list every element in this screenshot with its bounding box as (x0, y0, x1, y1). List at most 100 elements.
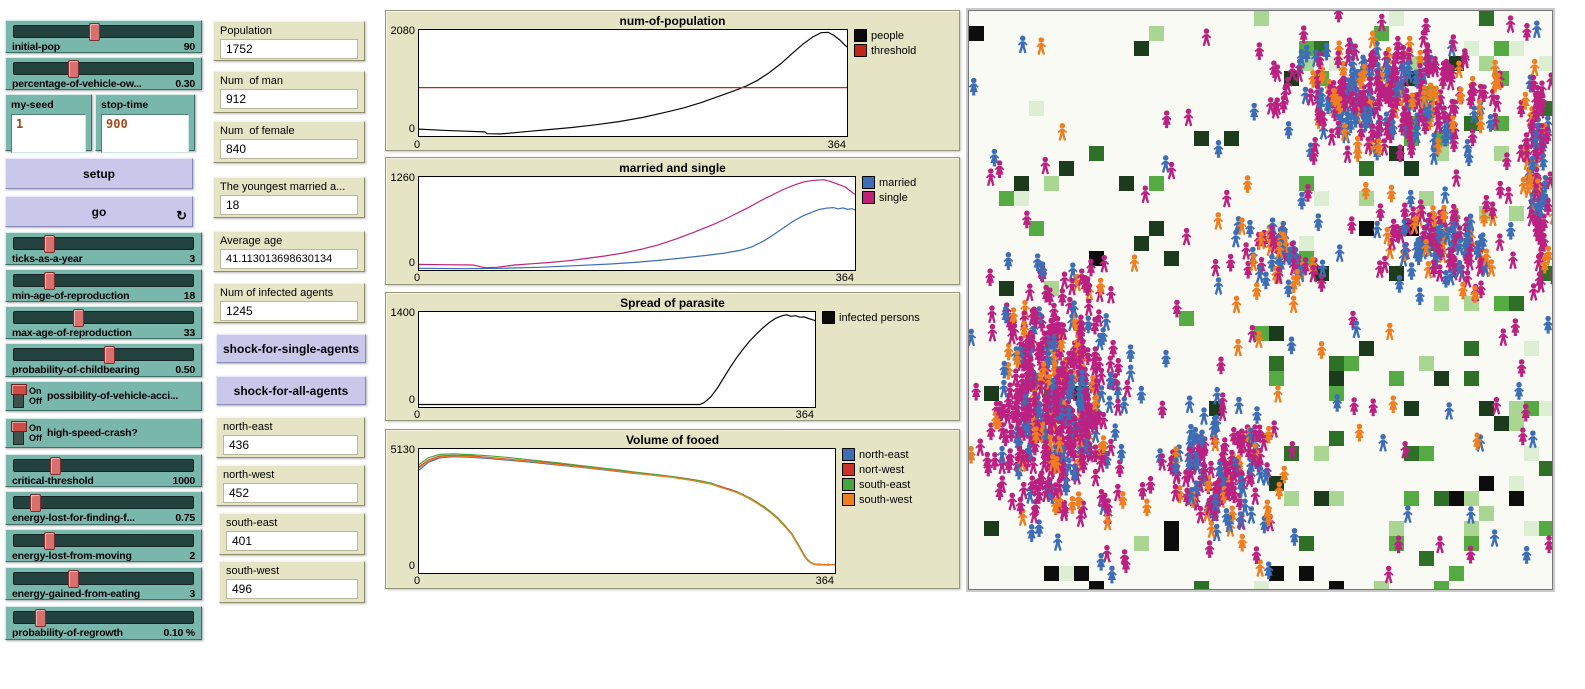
setup-button-label: setup (83, 167, 115, 181)
slider-track[interactable] (13, 346, 194, 364)
person-agent (968, 77, 979, 96)
go-button[interactable]: go ↻ (5, 196, 193, 227)
slider-initial-pop[interactable]: initial-pop 90 (5, 20, 202, 53)
input-value-field[interactable]: 1 (11, 114, 86, 153)
slider-energy-lost-from-moving[interactable]: energy-lost-from-moving 2 (5, 529, 202, 562)
patch (1539, 461, 1554, 476)
patch (1269, 371, 1284, 386)
slider-thumb[interactable] (44, 235, 56, 253)
patch (1539, 401, 1554, 416)
patch (999, 191, 1014, 206)
switch-lever[interactable] (11, 421, 27, 445)
slider-max-age-of-reproduction[interactable]: max-age-of-reproduction 33 (5, 306, 202, 339)
slider-track[interactable] (13, 309, 194, 327)
slider-thumb[interactable] (35, 609, 47, 627)
slider-ticks-as-a-year[interactable]: ticks-as-a-year 3 (5, 232, 202, 265)
monitor-label: Num of infected agents (220, 287, 358, 299)
shock-for-single-agents-button[interactable]: shock-for-single-agents (216, 334, 366, 363)
shock-for-all-agents-button[interactable]: shock-for-all-agents (216, 376, 366, 405)
switch-knob[interactable] (11, 384, 27, 395)
slider-thumb[interactable] (103, 346, 115, 364)
person-agent (1116, 443, 1127, 462)
person-agent (1140, 185, 1151, 204)
patch (1494, 296, 1509, 311)
slider-percentage-of-vehicle-owners[interactable]: percentage-of-vehicle-ow... 0.30 (5, 57, 202, 90)
x-axis-min-label: 0 (414, 409, 420, 421)
slider-min-age-of-reproduction[interactable]: min-age-of-reproduction 18 (5, 269, 202, 302)
slider-track[interactable] (13, 494, 194, 512)
input-value-field[interactable]: 900 (101, 114, 189, 153)
person-agent (1213, 139, 1224, 158)
person-agent (1451, 169, 1462, 188)
slider-track[interactable] (13, 457, 194, 475)
slider-thumb[interactable] (73, 309, 85, 327)
slider-value: 90 (184, 41, 195, 53)
slider-track[interactable] (13, 60, 194, 78)
patch (1014, 176, 1029, 191)
person-agent (1024, 283, 1035, 302)
y-axis-max-label: 2080 (386, 25, 415, 37)
person-agent (1505, 15, 1516, 34)
switch-lever[interactable] (11, 384, 27, 408)
person-agent (1375, 203, 1386, 222)
switch-high-speed-crash[interactable]: On Off high-speed-crash? (5, 418, 202, 448)
patch (1434, 371, 1449, 386)
y-axis-min-label: 0 (386, 560, 415, 572)
person-agent (1440, 186, 1450, 205)
slider-thumb[interactable] (30, 494, 42, 512)
slider-track[interactable] (13, 272, 194, 290)
person-agent (1286, 336, 1297, 355)
plot-title: married and single (386, 161, 959, 175)
switch-knob[interactable] (11, 421, 27, 432)
person-agent (966, 328, 977, 347)
patch (1464, 371, 1479, 386)
patch (1314, 446, 1329, 461)
slider-thumb[interactable] (44, 532, 56, 550)
world-view[interactable] (966, 4, 1559, 596)
world-canvas[interactable] (966, 4, 1559, 596)
patch (1509, 296, 1524, 311)
plot-title: Volume of fooed (386, 433, 959, 447)
patch (1464, 521, 1479, 536)
married-single-chart (419, 179, 855, 270)
series-north-east (419, 455, 835, 566)
slider-energy-lost-for-finding-food[interactable]: energy-lost-for-finding-f... 0.75 (5, 491, 202, 525)
slider-thumb[interactable] (89, 23, 101, 41)
setup-button[interactable]: setup (5, 158, 193, 189)
population-chart (419, 31, 847, 135)
slider-track[interactable] (13, 235, 194, 253)
slider-track[interactable] (13, 609, 194, 627)
legend-label: married (879, 177, 916, 189)
slider-track[interactable] (13, 532, 194, 550)
slider-energy-gained-from-eating[interactable]: energy-gained-from-eating 3 (5, 567, 202, 600)
slider-thumb[interactable] (67, 570, 79, 588)
person-agent (1388, 395, 1399, 414)
patch (1284, 71, 1299, 86)
person-agent (1414, 287, 1425, 306)
input-stop-time[interactable]: stop-time 900 (95, 94, 195, 153)
slider-track[interactable] (13, 23, 194, 41)
slider-thumb[interactable] (44, 272, 56, 290)
slider-thumb[interactable] (67, 60, 79, 78)
patch (1539, 521, 1554, 536)
patch (1149, 221, 1164, 236)
input-my-seed[interactable]: my-seed 1 (5, 94, 92, 153)
person-agent (1354, 423, 1365, 442)
person-agent (1104, 395, 1115, 414)
plot-legend: north-east nort-west south-east south-we… (842, 448, 912, 508)
slider-track[interactable] (13, 570, 194, 588)
person-agent (1125, 364, 1136, 383)
patch (1014, 191, 1029, 206)
person-agent (1505, 221, 1516, 240)
slider-thumb[interactable] (49, 457, 61, 475)
x-axis-max-label: 364 (788, 409, 814, 421)
switch-possibility-of-vehicle-accident[interactable]: On Off possibility-of-vehicle-acci... (5, 381, 202, 411)
slider-probability-of-childbearing[interactable]: probability-of-childbearing 0.50 (5, 343, 202, 377)
slider-critical-threshold[interactable]: critical-threshold 1000 (5, 454, 202, 487)
slider-probability-of-regrowth[interactable]: probability-of-regrowth 0.10 % (5, 606, 202, 640)
person-agent (1017, 35, 1028, 54)
monitor-label: south-east (226, 517, 358, 529)
person-agent (1406, 262, 1417, 280)
patch (1029, 221, 1044, 236)
patch (1134, 236, 1149, 251)
